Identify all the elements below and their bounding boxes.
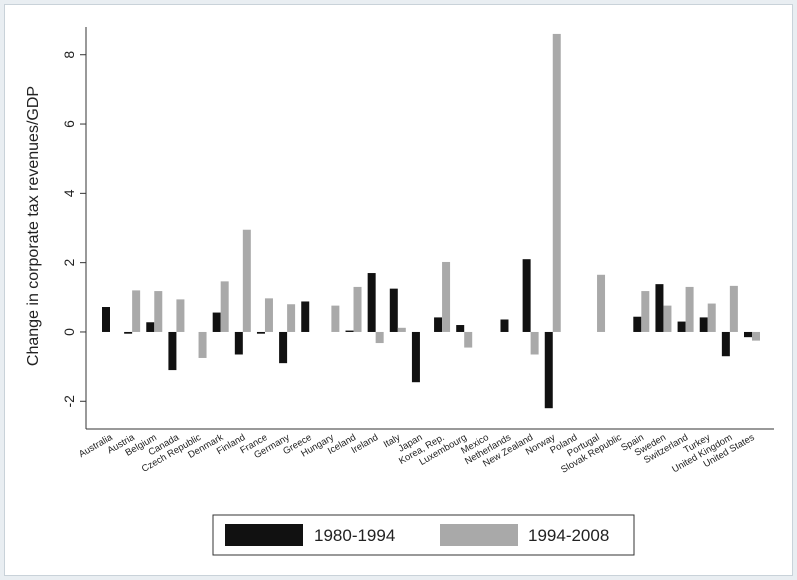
bar-united-states-1980-1994 [744, 331, 752, 338]
bar-finland-1980-1994 [234, 331, 243, 355]
bar-australia-1980-1994 [102, 307, 110, 332]
legend-label-1980-1994: 1980-1994 [314, 526, 395, 545]
bar-united-states-1994-2008 [752, 331, 760, 341]
bar-korea-rep-1980-1994 [434, 317, 443, 332]
y-tick-label: 2 [61, 259, 77, 267]
bar-united-kingdom-1980-1994 [721, 331, 730, 357]
bar-united-kingdom-1994-2008 [729, 285, 738, 332]
bar-austria-1994-2008 [132, 290, 141, 332]
bar-germany-1980-1994 [279, 331, 288, 364]
bar-norway-1994-2008 [552, 33, 561, 332]
bar-italy-1994-2008 [397, 327, 406, 332]
y-tick-label: 0 [61, 328, 77, 336]
bar-korea-rep-1994-2008 [442, 261, 451, 332]
bar-greece-1980-1994 [301, 301, 310, 332]
bar-netherlands-1980-1994 [500, 319, 509, 332]
bar-portugal-1994-2008 [597, 274, 606, 332]
y-tick-label: -2 [61, 395, 77, 408]
bar-series [102, 33, 760, 409]
y-axis-ticks: -2 0 2 4 6 8 [61, 51, 86, 408]
bar-switzerland-1980-1994 [677, 321, 686, 332]
y-axis-title: Change in corporate tax revenues/GDP [25, 86, 42, 366]
y-tick-label: 4 [61, 189, 77, 197]
bar-finland-1994-2008 [242, 229, 251, 332]
bar-iceland-1980-1994 [345, 330, 354, 332]
chart-frame: -2 0 2 4 6 8 Australia Austria Belgium Canada Cze… [4, 4, 793, 576]
bar-denmark-1980-1994 [212, 312, 221, 332]
legend-swatch-1980-1994 [225, 524, 303, 546]
bar-norway-1980-1994 [544, 331, 553, 409]
bar-ireland-1980-1994 [367, 273, 376, 332]
bar-spain-1980-1994 [633, 316, 642, 332]
bar-germany-1994-2008 [287, 304, 296, 332]
bar-austria-1980-1994 [124, 331, 133, 334]
bar-france-1994-2008 [264, 298, 273, 332]
bar-hungary-1994-2008 [331, 305, 340, 332]
bar-japan-1980-1994 [411, 331, 420, 383]
bar-belgium-1994-2008 [154, 291, 163, 332]
bar-luxembourg-1994-2008 [464, 331, 473, 348]
legend: 1980-1994 1994-2008 [212, 514, 635, 556]
bar-belgium-1980-1994 [146, 322, 155, 332]
bar-sweden-1980-1994 [655, 284, 664, 332]
bar-new-zealand-1980-1994 [522, 259, 531, 332]
bar-iceland-1994-2008 [353, 286, 362, 332]
bar-czech-republic-1994-2008 [198, 331, 207, 358]
legend-label-1994-2008: 1994-2008 [528, 526, 609, 545]
bar-canada-1980-1994 [168, 331, 177, 371]
legend-swatch-1994-2008 [440, 524, 518, 546]
plot-area [86, 27, 774, 429]
bar-italy-1980-1994 [389, 288, 398, 332]
y-tick-label: 6 [61, 120, 77, 128]
bar-ireland-1994-2008 [375, 331, 384, 344]
bar-switzerland-1994-2008 [685, 286, 694, 332]
bar-luxembourg-1980-1994 [456, 325, 465, 332]
bar-turkey-1980-1994 [699, 317, 708, 332]
bar-france-1980-1994 [256, 331, 265, 334]
bar-sweden-1994-2008 [663, 305, 672, 332]
bar-chart: -2 0 2 4 6 8 AustraliaAustriaBelgiumCanadaCze… [25, 27, 774, 556]
bar-canada-1994-2008 [176, 299, 185, 332]
bar-denmark-1994-2008 [220, 281, 229, 332]
bar-new-zealand-1994-2008 [530, 331, 539, 355]
bar-turkey-1994-2008 [707, 303, 716, 332]
y-tick-label: 8 [61, 51, 77, 59]
bar-spain-1994-2008 [641, 291, 650, 332]
